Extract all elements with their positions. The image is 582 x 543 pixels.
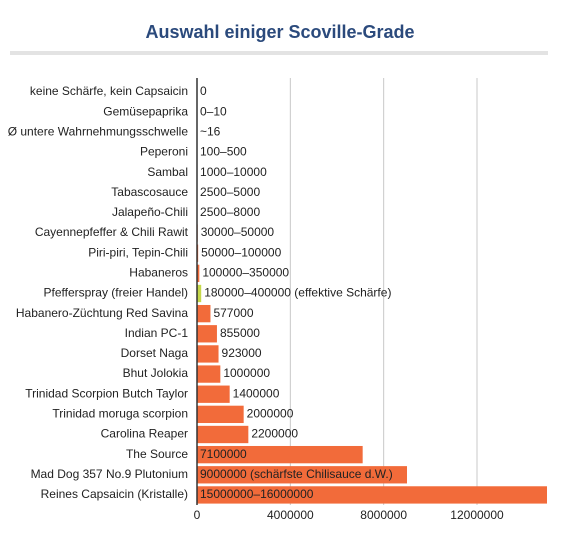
value-label: 9000000 (schärfste Chilisauce d.W.)	[200, 467, 393, 481]
y-tick-label: Indian PC-1	[125, 326, 189, 340]
bar	[197, 264, 200, 283]
y-tick-label: The Source	[126, 447, 188, 461]
value-label: 577000	[213, 306, 253, 320]
value-label: 1000–10000	[200, 165, 267, 179]
bar	[197, 325, 217, 343]
value-label: 2200000	[251, 427, 298, 441]
x-tick-label: 0	[194, 508, 201, 522]
y-tick-label: Ø untere Wahrnehmungsschwelle	[8, 125, 189, 139]
value-label: 30000–50000	[201, 225, 275, 239]
bar	[197, 365, 221, 383]
y-tick-label: Gemüsepaprika	[103, 104, 188, 118]
value-label: 855000	[220, 326, 260, 340]
y-tick-label: Bhut Jolokia	[123, 366, 189, 380]
x-tick-label: 8000000	[360, 508, 407, 522]
value-label: 923000	[222, 346, 262, 360]
value-label: 2000000	[247, 407, 294, 421]
bar	[197, 486, 547, 504]
bar	[197, 466, 407, 484]
y-tick-label: Trinidad Scorpion Butch Taylor	[25, 386, 188, 400]
y-tick-label: Habaneros	[129, 266, 188, 280]
y-tick-label: Cayennepfeffer & Chili Rawit	[35, 225, 189, 239]
y-tick-label: Jalapeño-Chili	[112, 205, 188, 219]
value-label: 2500–5000	[200, 185, 260, 199]
x-tick-label: 12000000	[450, 508, 504, 522]
bar	[197, 304, 211, 323]
y-tick-label: Peperoni	[140, 145, 188, 159]
x-tick-label: 4000000	[267, 508, 314, 522]
bar	[197, 425, 249, 444]
y-tick-label: Carolina Reaper	[101, 427, 188, 441]
y-tick-label: keine Schärfe, kein Capsaicin	[30, 84, 188, 98]
bar	[197, 284, 202, 303]
y-tick-label: Mad Dog 357 No.9 Plutonium	[31, 467, 188, 481]
value-label: ~16	[200, 125, 221, 139]
y-tick-label: Pfefferspray (freier Handel)	[43, 286, 188, 300]
value-label: 0	[200, 84, 207, 98]
bar	[197, 385, 230, 403]
value-label: 100–500	[200, 145, 247, 159]
value-label: 50000–100000	[201, 245, 281, 259]
y-tick-label: Reines Capsaicin (Kristalle)	[41, 487, 188, 501]
value-label: 0–10	[200, 104, 227, 118]
value-label: 180000–400000 (effektive Schärfe)	[204, 286, 391, 300]
bar	[197, 445, 363, 464]
value-label: 2500–8000	[200, 205, 260, 219]
y-tick-label: Dorset Naga	[121, 346, 189, 360]
value-label: 1000000	[223, 366, 270, 380]
value-label: 1400000	[233, 386, 280, 400]
value-label: 7100000	[200, 447, 247, 461]
bar	[197, 345, 219, 363]
y-tick-label: Trinidad moruga scorpion	[52, 407, 188, 421]
value-label: 100000–350000	[202, 266, 289, 280]
chart-title: Auswahl einiger Scoville-Grade	[145, 22, 414, 42]
y-tick-label: Piri-piri, Tepin-Chili	[88, 245, 188, 259]
y-tick-label: Sambal	[147, 165, 188, 179]
y-tick-label: Tabascosauce	[111, 185, 188, 199]
y-tick-label: Habanero-Züchtung Red Savina	[16, 306, 188, 320]
bar	[197, 405, 244, 424]
value-label: 15000000–16000000	[200, 487, 314, 501]
